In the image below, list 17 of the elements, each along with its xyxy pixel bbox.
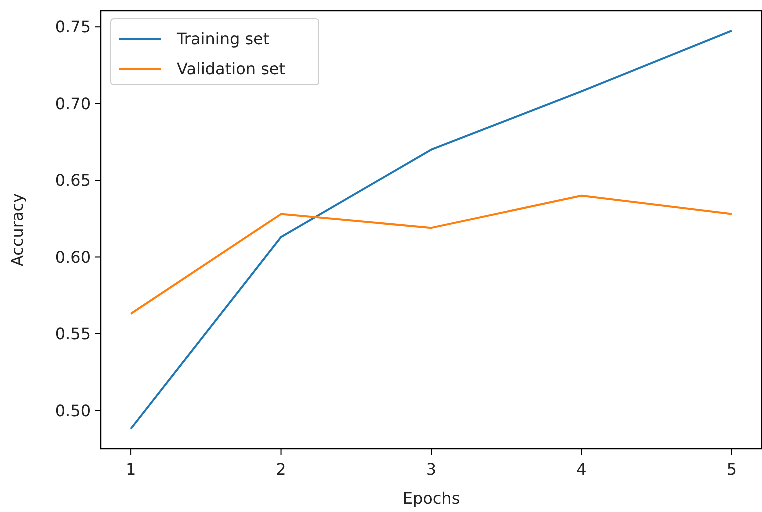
y-tick-label: 0.55 [55,324,91,344]
line-series [130,194,733,315]
line-series [130,30,733,430]
y-tick-label: 0.50 [55,401,91,420]
x-tick-label: 3 [426,460,437,479]
x-tick-label: 2 [276,460,286,479]
x-axis-title: Epochs [402,489,460,508]
x-tick-label: 5 [726,460,738,479]
legend-label: Training set [176,30,270,49]
y-axis-title: Accuracy [8,193,27,267]
legend-label: Validation set [177,60,286,79]
y-tick-label: 0.60 [55,248,91,267]
y-tick-label: 0.70 [55,94,91,114]
y-tick-label: 0.75 [55,18,91,37]
y-tick-label: 0.65 [55,171,91,190]
x-tick-label: 4 [576,460,587,479]
x-tick-label: 1 [126,460,136,479]
